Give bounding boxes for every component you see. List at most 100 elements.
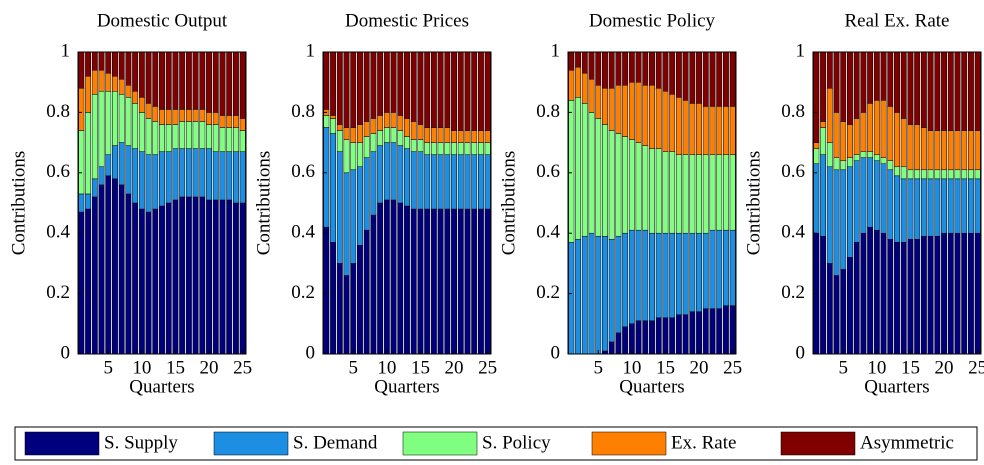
bar-segment — [484, 154, 491, 210]
bar-segment — [98, 184, 105, 355]
bar-segment — [152, 51, 159, 107]
bar-segment — [628, 229, 635, 325]
bar-segment — [477, 130, 484, 143]
x-tick-label: 5 — [593, 357, 603, 378]
bar-segment — [722, 305, 729, 355]
bar-segment — [588, 232, 595, 355]
bar-segment — [873, 160, 880, 231]
x-tick-label: 20 — [200, 357, 219, 378]
bar-segment — [112, 51, 118, 77]
bar-segment — [477, 142, 484, 155]
bar-segment — [232, 127, 239, 152]
bar-segment — [615, 51, 622, 86]
bar-segment — [471, 130, 478, 143]
bar-segment — [934, 235, 941, 355]
bar-segment — [941, 130, 947, 171]
bar-segment — [410, 208, 417, 355]
bar-segment — [430, 208, 437, 355]
x-axis-label: Quarters — [374, 376, 439, 397]
bar-segment — [702, 154, 709, 234]
bar-segment — [615, 235, 622, 334]
bar-segment — [350, 127, 357, 143]
bar-segment — [363, 229, 370, 355]
bar-segment — [635, 81, 642, 143]
bar-segment — [91, 94, 98, 180]
bar-segment — [880, 157, 887, 164]
legend-label: S. Supply — [104, 432, 178, 453]
bar-segment — [363, 121, 370, 137]
bar-segment — [880, 163, 887, 234]
bar-segment — [138, 51, 145, 98]
bar-segment — [239, 130, 246, 152]
bar-segment — [471, 154, 478, 210]
bar-segment — [212, 51, 219, 113]
bar-segment — [85, 208, 92, 355]
y-tick-label: 1 — [551, 40, 561, 61]
bar-segment — [464, 51, 471, 131]
bar-segment — [675, 232, 682, 315]
bar-segment — [967, 178, 974, 234]
bar-segment — [330, 51, 337, 116]
bar-segment — [833, 51, 840, 113]
bar-segment — [199, 121, 206, 149]
bar-segment — [941, 169, 947, 180]
bar-segment — [239, 202, 246, 355]
bar-segment — [105, 91, 112, 155]
bar-segment — [219, 151, 226, 201]
bar-segment — [669, 317, 676, 355]
bar-segment — [125, 84, 132, 98]
bar-segment — [907, 169, 914, 180]
bar-segment — [484, 51, 491, 131]
bar-segment — [118, 51, 125, 80]
bar-segment — [357, 124, 363, 143]
bar-segment — [410, 121, 417, 140]
bar-segment — [464, 208, 471, 355]
bar-segment — [642, 51, 649, 86]
bar-segment — [669, 94, 676, 152]
bar-segment — [696, 311, 702, 355]
y-tick-label: 1 — [306, 40, 316, 61]
bar-segment — [212, 199, 219, 355]
bar-segment — [682, 154, 689, 234]
bar-segment — [179, 196, 186, 355]
bar-segment — [568, 69, 575, 101]
bar-segment — [635, 142, 642, 231]
bar-segment — [887, 51, 894, 107]
bar-segment — [330, 118, 337, 134]
bar-segment — [662, 232, 669, 319]
bar-segment — [595, 84, 602, 119]
bar-segment — [920, 178, 927, 237]
bar-segment — [947, 232, 954, 355]
bar-segment — [85, 112, 92, 195]
bar-segment — [377, 145, 384, 204]
y-tick-label: 0.6 — [781, 161, 805, 182]
bar-segment — [833, 275, 840, 355]
bar-segment — [357, 166, 363, 246]
bar-segment — [833, 112, 840, 158]
bar-segment — [444, 154, 451, 210]
bar-segment — [323, 51, 330, 110]
bar-segment — [165, 124, 172, 152]
bar-segment — [927, 51, 934, 131]
bar-segment — [437, 51, 444, 128]
bar-segment — [437, 208, 444, 355]
bar-segment — [722, 51, 729, 107]
bar-segment — [894, 112, 900, 168]
bar-segment — [390, 142, 397, 201]
bar-segment — [132, 202, 139, 355]
bar-segment — [179, 109, 186, 122]
y-tick-label: 0 — [61, 342, 71, 363]
bar-segment — [689, 232, 696, 312]
bar-segment — [98, 69, 105, 92]
bar-segment — [669, 151, 676, 234]
bar-segment — [927, 235, 934, 355]
x-tick-label: 25 — [968, 357, 984, 378]
y-tick-label: 0.2 — [781, 282, 805, 303]
axes-frame — [812, 51, 982, 355]
bar-segment — [615, 332, 622, 355]
bar-segment — [689, 103, 696, 155]
bar-segment — [206, 199, 212, 355]
bar-segment — [179, 51, 186, 110]
bar-segment — [145, 211, 152, 355]
bar-segment — [833, 157, 840, 171]
